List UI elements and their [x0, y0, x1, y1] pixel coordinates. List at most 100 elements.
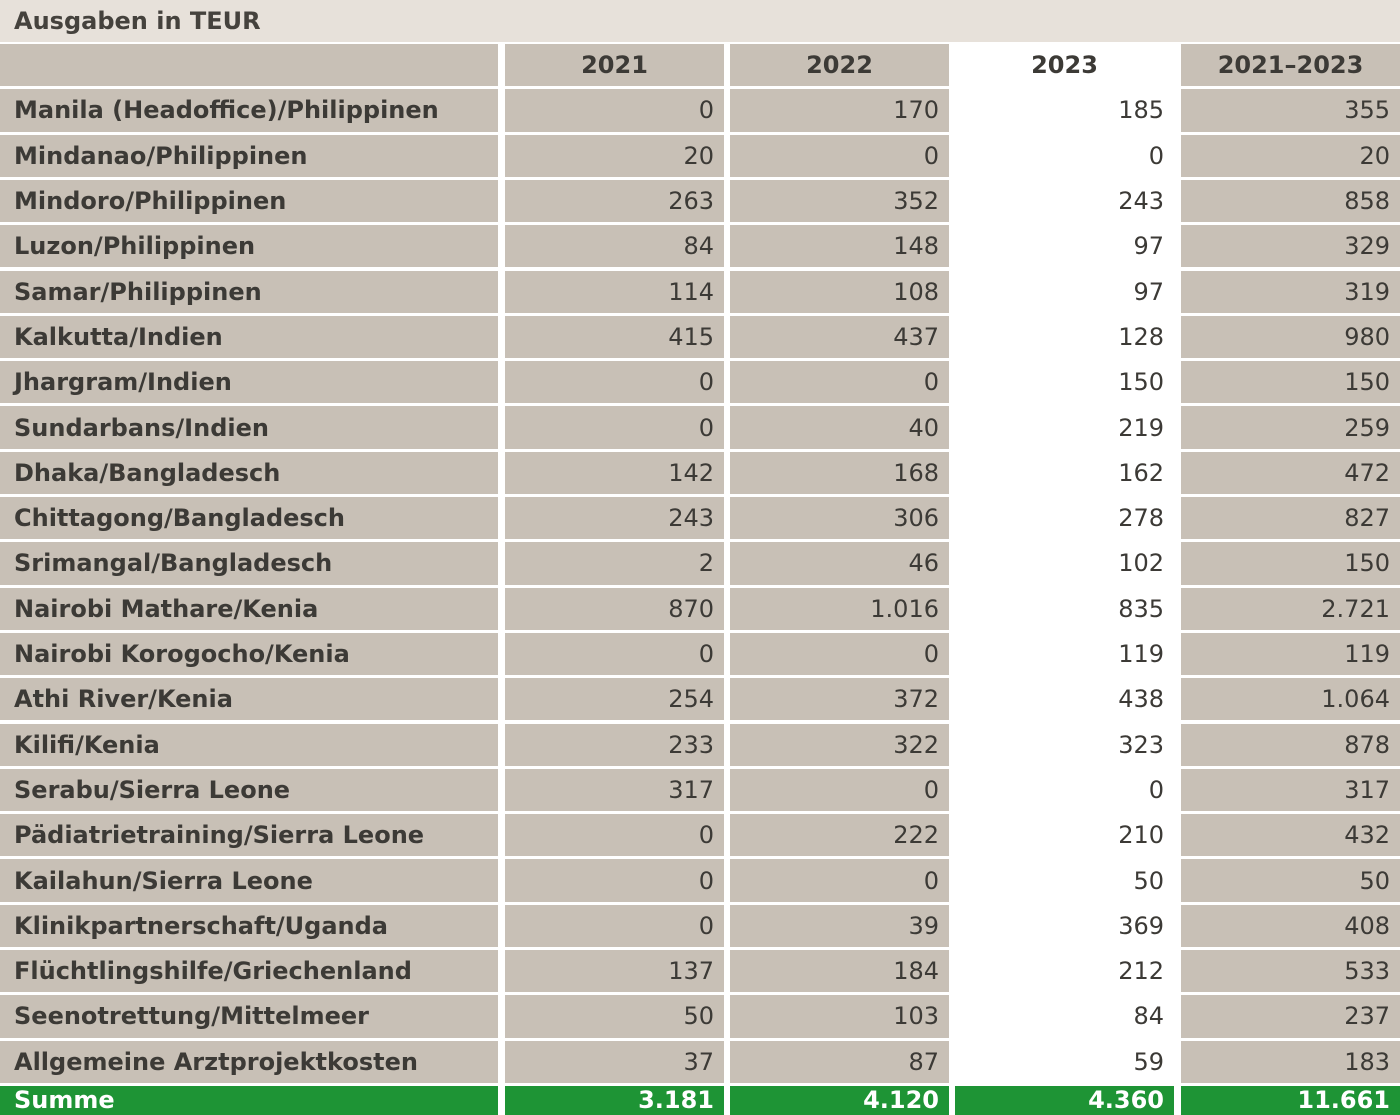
row-label: Kalkutta/Indien [0, 315, 498, 359]
total-value-cell: 4.120 [730, 1085, 949, 1115]
value-cell: 128 [955, 315, 1174, 359]
value-cell: 0 [730, 768, 949, 812]
value-cell: 0 [730, 859, 949, 902]
value-cell: 102 [955, 542, 1174, 585]
value-cell: 170 [730, 89, 949, 132]
value-cell: 50 [505, 995, 724, 1038]
column-header: 2022 [730, 44, 949, 87]
value-cell: 20 [505, 134, 724, 177]
value-cell: 369 [955, 904, 1174, 947]
value-cell: 103 [730, 995, 949, 1038]
value-cell: 259 [1181, 406, 1400, 449]
value-cell: 0 [955, 134, 1174, 177]
column-header: 2023 [955, 44, 1174, 87]
value-cell: 84 [955, 995, 1174, 1038]
row-label: Serabu/Sierra Leone [0, 768, 498, 812]
value-cell: 114 [505, 270, 724, 313]
value-cell: 150 [1181, 542, 1400, 585]
value-cell: 39 [730, 904, 949, 947]
value-cell: 0 [505, 361, 724, 404]
value-cell: 870 [505, 587, 724, 630]
value-cell: 2.721 [1181, 587, 1400, 630]
total-value-cell: 11.661 [1181, 1085, 1400, 1115]
value-cell: 438 [955, 678, 1174, 721]
value-cell: 97 [955, 225, 1174, 268]
value-cell: 0 [505, 859, 724, 902]
value-cell: 827 [1181, 497, 1400, 540]
value-cell: 162 [955, 451, 1174, 494]
row-label: Dhaka/Bangladesch [0, 451, 498, 494]
row-label: Mindoro/Philippinen [0, 179, 498, 223]
value-cell: 322 [730, 723, 949, 766]
value-cell: 317 [505, 768, 724, 812]
value-cell: 0 [505, 814, 724, 857]
row-label: Allgemeine Arztprojektkosten [0, 1040, 498, 1083]
value-cell: 980 [1181, 315, 1400, 359]
value-cell: 222 [730, 814, 949, 857]
value-cell: 185 [955, 89, 1174, 132]
row-label: Sundarbans/Indien [0, 406, 498, 449]
value-cell: 50 [955, 859, 1174, 902]
value-cell: 0 [730, 632, 949, 676]
value-cell: 472 [1181, 451, 1400, 494]
row-label: Chittagong/Bangladesch [0, 497, 498, 540]
value-cell: 352 [730, 179, 949, 223]
value-cell: 0 [505, 632, 724, 676]
value-cell: 137 [505, 950, 724, 993]
row-label: Luzon/Philippinen [0, 225, 498, 268]
value-cell: 243 [505, 497, 724, 540]
value-cell: 0 [505, 89, 724, 132]
row-label: Nairobi Korogocho/Kenia [0, 632, 498, 676]
value-cell: 87 [730, 1040, 949, 1083]
header-label-cell [0, 44, 498, 87]
value-cell: 97 [955, 270, 1174, 313]
value-cell: 0 [730, 361, 949, 404]
value-cell: 533 [1181, 950, 1400, 993]
value-cell: 858 [1181, 179, 1400, 223]
value-cell: 84 [505, 225, 724, 268]
value-cell: 233 [505, 723, 724, 766]
total-value-cell: 4.360 [955, 1085, 1174, 1115]
value-cell: 254 [505, 678, 724, 721]
value-cell: 243 [955, 179, 1174, 223]
value-cell: 278 [955, 497, 1174, 540]
row-label: Flüchtlingshilfe/Griechenland [0, 950, 498, 993]
value-cell: 0 [730, 134, 949, 177]
total-value-cell: 3.181 [505, 1085, 724, 1115]
row-label: Athi River/Kenia [0, 678, 498, 721]
row-label: Jhargram/Indien [0, 361, 498, 404]
row-label: Klinikpartnerschaft/Uganda [0, 904, 498, 947]
value-cell: 355 [1181, 89, 1400, 132]
row-label: Samar/Philippinen [0, 270, 498, 313]
column-header: 2021 [505, 44, 724, 87]
column-header: 2021–2023 [1181, 44, 1400, 87]
row-label: Nairobi Mathare/Kenia [0, 587, 498, 630]
row-label: Srimangal/Bangladesch [0, 542, 498, 585]
value-cell: 835 [955, 587, 1174, 630]
value-cell: 263 [505, 179, 724, 223]
value-cell: 168 [730, 451, 949, 494]
value-cell: 432 [1181, 814, 1400, 857]
value-cell: 219 [955, 406, 1174, 449]
value-cell: 878 [1181, 723, 1400, 766]
value-cell: 184 [730, 950, 949, 993]
value-cell: 319 [1181, 270, 1400, 313]
row-label: Manila (Headoffice)/Philippinen [0, 89, 498, 132]
value-cell: 2 [505, 542, 724, 585]
row-label: Kilifi/Kenia [0, 723, 498, 766]
value-cell: 437 [730, 315, 949, 359]
value-cell: 237 [1181, 995, 1400, 1038]
value-cell: 46 [730, 542, 949, 585]
value-cell: 212 [955, 950, 1174, 993]
table-caption: Ausgaben in TEUR [0, 0, 1400, 42]
value-cell: 142 [505, 451, 724, 494]
value-cell: 1.016 [730, 587, 949, 630]
value-cell: 408 [1181, 904, 1400, 947]
value-cell: 119 [1181, 632, 1400, 676]
value-cell: 150 [1181, 361, 1400, 404]
value-cell: 108 [730, 270, 949, 313]
value-cell: 183 [1181, 1040, 1400, 1083]
value-cell: 329 [1181, 225, 1400, 268]
value-cell: 148 [730, 225, 949, 268]
value-cell: 50 [1181, 859, 1400, 902]
